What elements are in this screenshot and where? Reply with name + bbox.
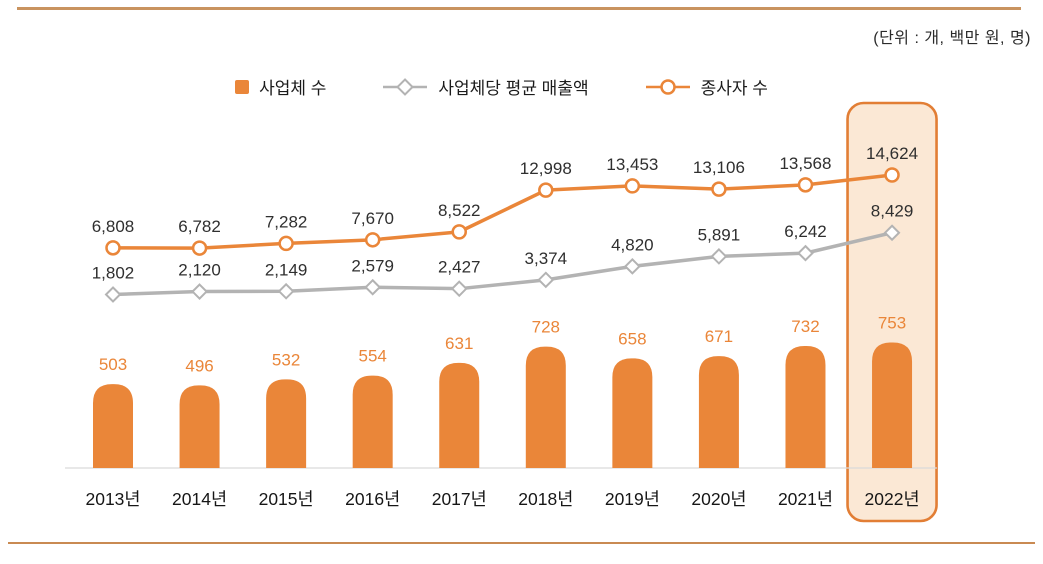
bar bbox=[698, 356, 739, 468]
avg-revenue-marker bbox=[191, 283, 208, 300]
bar-value-label: 728 bbox=[532, 318, 560, 337]
line-value-label: 8,522 bbox=[438, 201, 481, 220]
line-value-label: 12,998 bbox=[520, 159, 572, 178]
line-value-label: 2,120 bbox=[178, 261, 221, 280]
employees-marker bbox=[191, 240, 208, 256]
avg-revenue-marker bbox=[364, 278, 382, 296]
avg-revenue-marker bbox=[710, 247, 728, 265]
avg-revenue-marker bbox=[277, 282, 295, 300]
legend-item-businesses: 사업체 수 bbox=[235, 74, 326, 99]
bar bbox=[439, 362, 480, 468]
x-axis-label: 2013년 bbox=[85, 489, 140, 509]
employees-marker bbox=[278, 235, 294, 252]
line-value-label: 3,374 bbox=[525, 249, 568, 268]
line-value-label: 13,106 bbox=[693, 158, 745, 177]
avg-revenue-marker bbox=[104, 286, 122, 303]
x-axis-label: 2021년 bbox=[778, 489, 833, 509]
bottom-divider bbox=[8, 542, 1035, 544]
bar bbox=[525, 346, 566, 468]
diamond-marker-icon bbox=[383, 77, 428, 96]
legend: 사업체 수 사업체당 평균 매출액 종사자 수 bbox=[0, 74, 1023, 99]
bar-value-label: 732 bbox=[791, 317, 819, 336]
employees-line bbox=[112, 173, 893, 250]
employees-marker bbox=[538, 182, 554, 198]
line-value-label: 7,670 bbox=[351, 209, 394, 228]
bar bbox=[612, 358, 653, 468]
bar-value-label: 671 bbox=[705, 327, 733, 346]
bar-value-label: 503 bbox=[99, 355, 127, 374]
x-axis-label: 2022년 bbox=[865, 489, 920, 509]
bar bbox=[872, 342, 913, 468]
line-value-label: 13,568 bbox=[779, 154, 831, 173]
bar bbox=[785, 346, 826, 468]
line-value-label: 6,782 bbox=[178, 217, 221, 236]
bar bbox=[93, 384, 133, 468]
legend-label-employees: 종사자 수 bbox=[700, 79, 768, 98]
avg-revenue-marker bbox=[537, 271, 555, 289]
line-value-label: 14,624 bbox=[866, 144, 918, 163]
employees-marker bbox=[884, 167, 900, 183]
employees-marker bbox=[711, 181, 727, 197]
x-axis-label: 2017년 bbox=[432, 489, 487, 509]
x-axis-label: 2015년 bbox=[259, 489, 314, 509]
line-value-label: 1,802 bbox=[92, 264, 135, 283]
line-value-label: 8,429 bbox=[871, 202, 914, 221]
avg-revenue-marker bbox=[883, 224, 901, 242]
line-value-label: 2,427 bbox=[438, 258, 481, 277]
line-value-label: 6,242 bbox=[784, 222, 827, 241]
avg-revenue-marker bbox=[623, 257, 641, 275]
bar-value-label: 554 bbox=[358, 347, 386, 366]
bar-value-label: 631 bbox=[445, 334, 473, 353]
x-axis-label: 2016년 bbox=[345, 489, 400, 509]
unit-note: (단위 : 개, 백만 원, 명) bbox=[873, 30, 1031, 47]
bar bbox=[179, 385, 220, 468]
employees-marker bbox=[105, 240, 121, 256]
bar bbox=[266, 379, 307, 468]
bar-value-label: 532 bbox=[272, 350, 300, 369]
highlight-box bbox=[846, 101, 938, 523]
line-value-label: 5,891 bbox=[698, 225, 741, 244]
avg-revenue-line bbox=[112, 231, 893, 297]
line-value-label: 2,149 bbox=[265, 260, 308, 279]
legend-label-avg-revenue: 사업체당 평균 매출액 bbox=[438, 79, 589, 98]
line-value-label: 4,820 bbox=[611, 235, 654, 254]
bar-value-label: 753 bbox=[878, 314, 906, 333]
avg-revenue-marker bbox=[797, 244, 814, 262]
employees-marker bbox=[797, 177, 814, 193]
employees-marker bbox=[451, 224, 467, 240]
top-divider bbox=[17, 7, 1021, 10]
x-axis-label: 2018년 bbox=[518, 489, 573, 509]
line-value-label: 13,453 bbox=[606, 155, 658, 174]
circle-marker-icon bbox=[645, 78, 690, 95]
employees-marker bbox=[624, 178, 641, 194]
legend-label-businesses: 사업체 수 bbox=[259, 79, 327, 98]
avg-revenue-marker bbox=[450, 280, 468, 298]
bar-value-label: 658 bbox=[618, 329, 646, 348]
x-axis-label: 2014년 bbox=[172, 489, 227, 509]
bar-swatch-icon bbox=[235, 79, 250, 94]
bar bbox=[352, 375, 393, 468]
line-value-label: 7,282 bbox=[265, 212, 308, 231]
employees-marker bbox=[364, 232, 381, 248]
line-value-label: 6,808 bbox=[92, 217, 135, 236]
x-axis-label: 2020년 bbox=[691, 489, 746, 509]
line-value-label: 2,579 bbox=[351, 256, 394, 275]
x-axis-label: 2019년 bbox=[605, 489, 660, 509]
legend-item-employees: 종사자 수 bbox=[645, 74, 768, 99]
legend-item-avg-revenue: 사업체당 평균 매출액 bbox=[382, 74, 589, 99]
bar-value-label: 496 bbox=[185, 356, 213, 375]
